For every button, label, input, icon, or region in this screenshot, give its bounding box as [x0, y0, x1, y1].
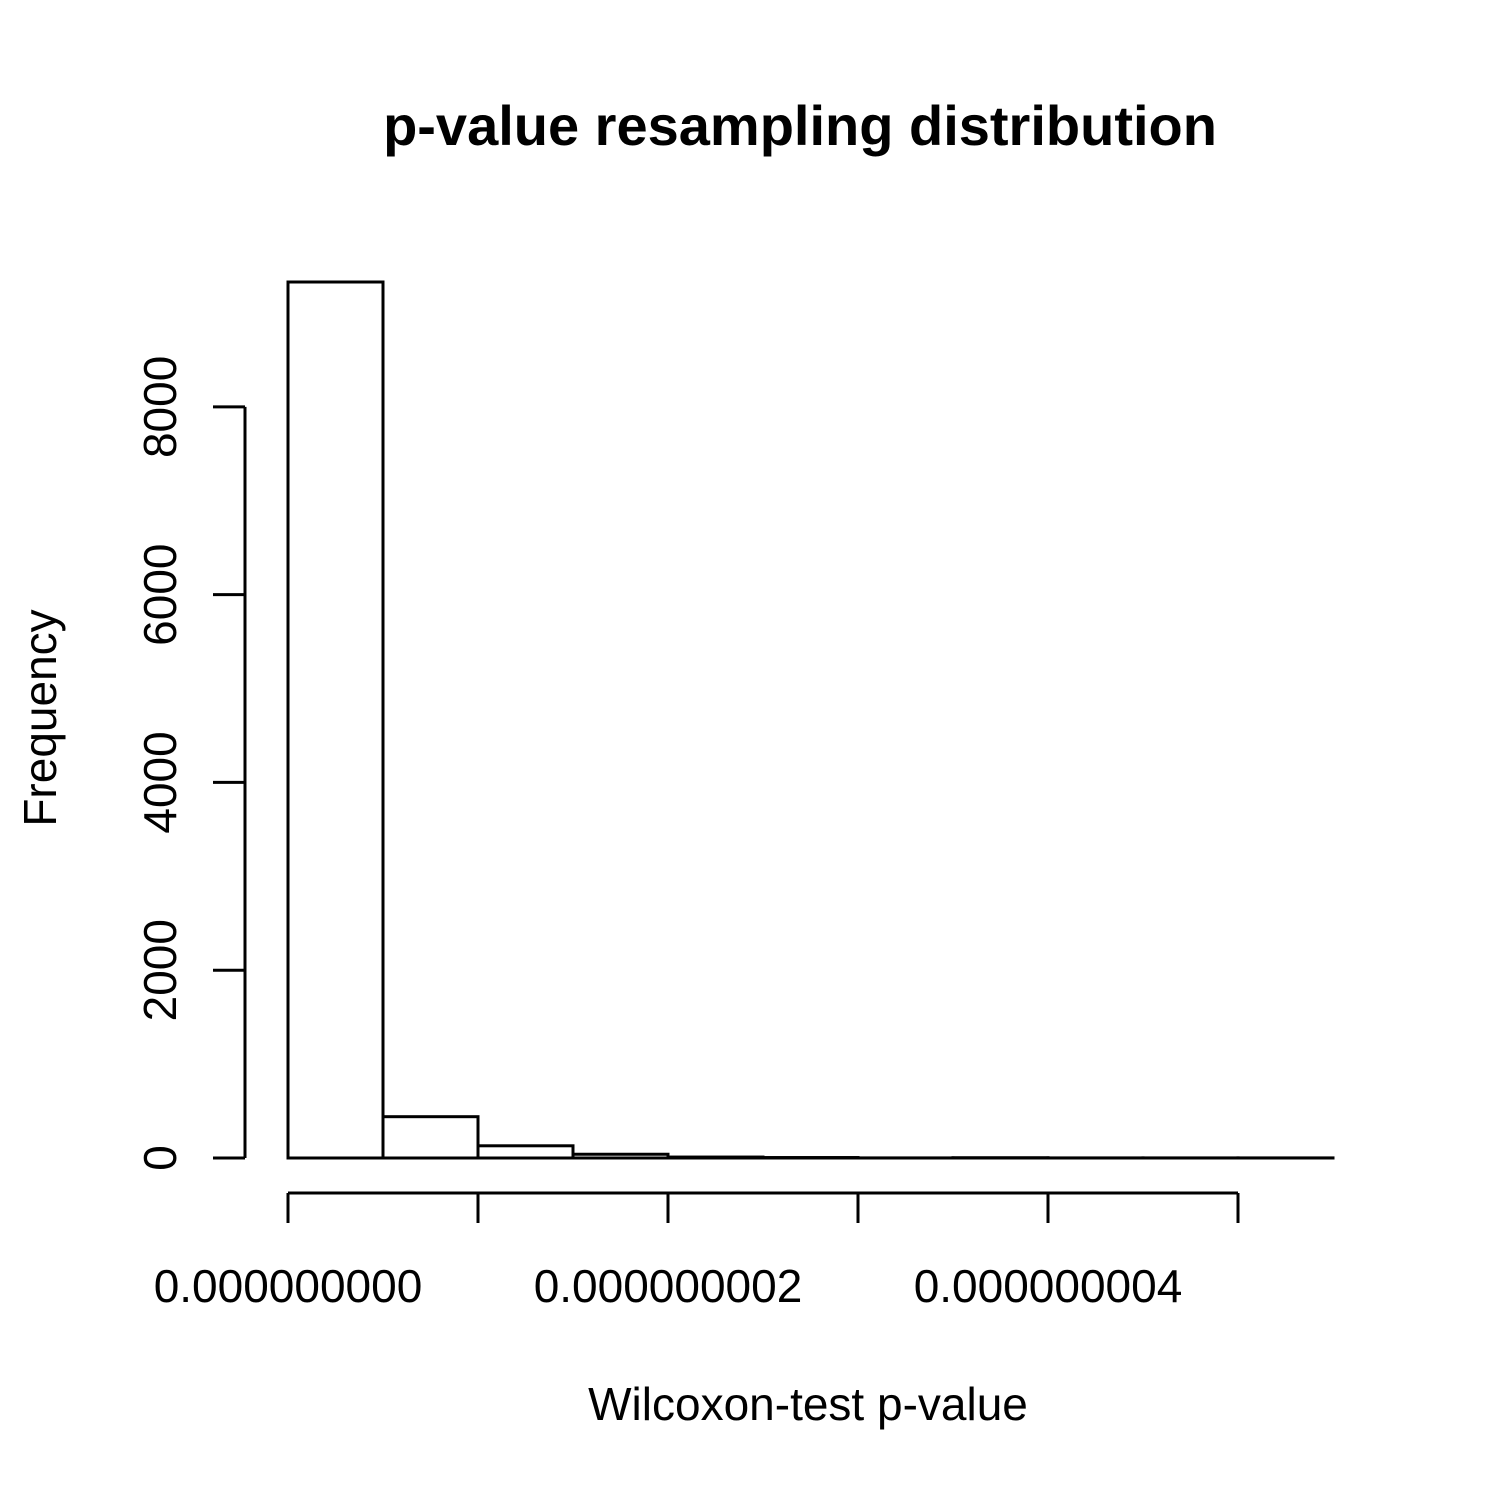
x-tick-label: 0.000000000	[154, 1260, 423, 1312]
x-axis-label: Wilcoxon-test p-value	[588, 1378, 1028, 1430]
histogram-bar	[381, 1115, 480, 1160]
histogram-bar	[476, 1144, 575, 1160]
y-tick-label: 8000	[134, 356, 186, 458]
y-axis: 0 2000 4000 6000 8000	[134, 356, 247, 1171]
histogram-bars	[286, 280, 1335, 1160]
y-tick-label: 2000	[134, 919, 186, 1021]
histogram-bar	[286, 280, 385, 1160]
chart-title: p-value resampling distribution	[383, 94, 1217, 157]
histogram-bar	[666, 1155, 765, 1160]
x-tick-label: 0.000000002	[534, 1260, 803, 1312]
x-tick-label: 0.000000004	[914, 1260, 1183, 1312]
y-tick-label: 4000	[134, 731, 186, 833]
histogram-bar	[571, 1152, 670, 1160]
x-axis: 0.000000000 0.000000002 0.000000004	[154, 1191, 1240, 1312]
y-axis-label: Frequency	[14, 609, 66, 826]
y-tick-label: 6000	[134, 543, 186, 645]
y-tick-label: 0	[134, 1145, 186, 1171]
